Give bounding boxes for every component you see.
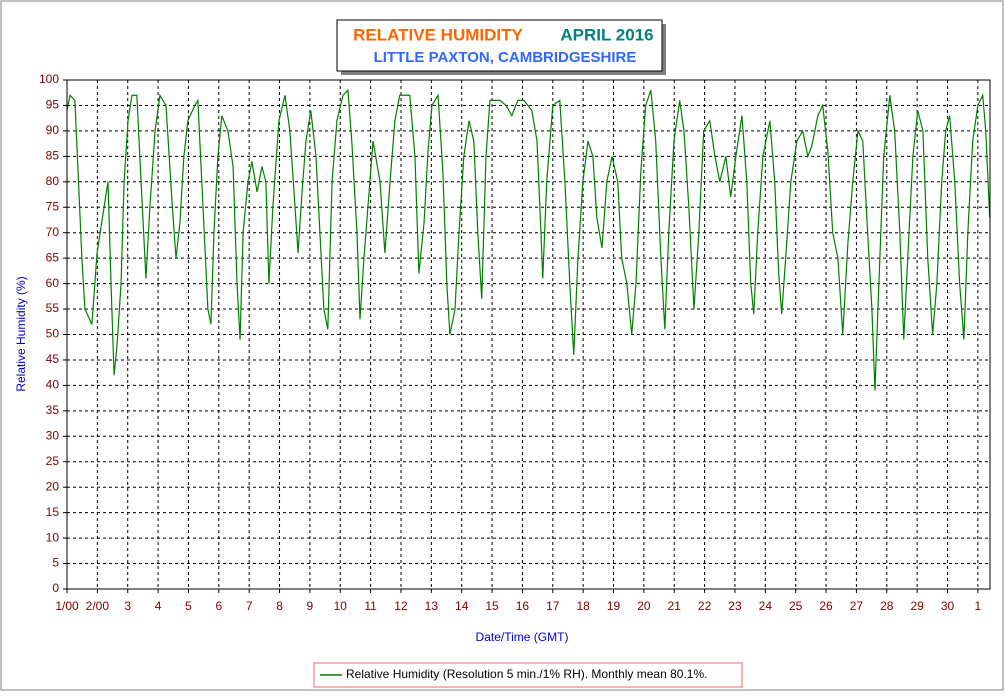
y-tick-label: 10 [46,530,60,544]
y-tick-label: 75 [46,199,60,213]
x-tick-label: 23 [728,599,742,613]
x-tick-label: 1/00 [55,599,79,613]
y-tick-label: 80 [46,174,60,188]
y-tick-label: 30 [46,428,60,442]
y-tick-label: 95 [46,98,60,112]
x-tick-label: 3 [124,599,131,613]
x-tick-label: 29 [910,599,924,613]
chart-subtitle: LITTLE PAXTON, CAMBRIDGESHIRE [374,49,637,66]
x-tick-label: 18 [576,599,590,613]
x-tick-label: 12 [394,599,408,613]
x-tick-label: 4 [155,599,162,613]
x-tick-label: 5 [185,599,192,613]
x-tick-label: 8 [276,599,283,613]
y-tick-label: 25 [46,454,60,468]
x-tick-label: 19 [607,599,621,613]
x-tick-label: 11 [364,599,377,613]
x-tick-label: 30 [941,599,955,613]
x-tick-label: 25 [789,599,803,613]
chart-period: APRIL 2016 [560,25,653,44]
y-tick-label: 15 [46,505,60,519]
legend-label: Relative Humidity (Resolution 5 min./1% … [346,667,707,681]
legend-box [313,662,743,688]
x-tick-label: 28 [880,599,894,613]
chart-title: RELATIVE HUMIDITY [353,25,523,44]
y-tick-label: 70 [46,225,60,239]
x-tick-label: 2/00 [86,599,110,613]
y-tick-label: 35 [46,403,60,417]
title-box [336,19,663,72]
x-tick-label: 10 [334,599,348,613]
x-tick-label: 7 [246,599,253,613]
y-tick-label: 55 [46,301,60,315]
y-tick-label: 90 [46,123,60,137]
y-axis-label: Relative Humidity (%) [14,276,28,391]
y-tick-label: 40 [46,378,60,392]
y-tick-label: 45 [46,352,60,366]
y-tick-label: 60 [46,276,60,290]
x-axis-label: Date/Time (GMT) [476,630,569,644]
x-tick-label: 16 [516,599,530,613]
y-tick-label: 85 [46,149,60,163]
x-tick-label: 27 [850,599,864,613]
x-tick-label: 24 [759,599,773,613]
x-tick-label: 20 [637,599,651,613]
x-tick-label: 6 [215,599,222,613]
x-tick-label: 15 [485,599,499,613]
y-tick-label: 50 [46,327,60,341]
y-tick-label: 65 [46,250,60,264]
humidity-line [66,88,991,391]
y-tick-label: 5 [52,556,59,570]
plot-border [66,79,991,590]
x-tick-label: 17 [546,599,560,613]
y-tick-label: 0 [52,581,59,595]
x-tick-label: 21 [668,599,682,613]
x-tick-label: 22 [698,599,712,613]
x-tick-label: 14 [455,599,469,613]
x-tick-label: 13 [425,599,439,613]
x-tick-label: 1 [975,599,982,613]
y-tick-label: 100 [39,72,59,86]
y-tick-label: 20 [46,479,60,493]
x-tick-label: 26 [819,599,833,613]
x-tick-label: 9 [307,599,314,613]
